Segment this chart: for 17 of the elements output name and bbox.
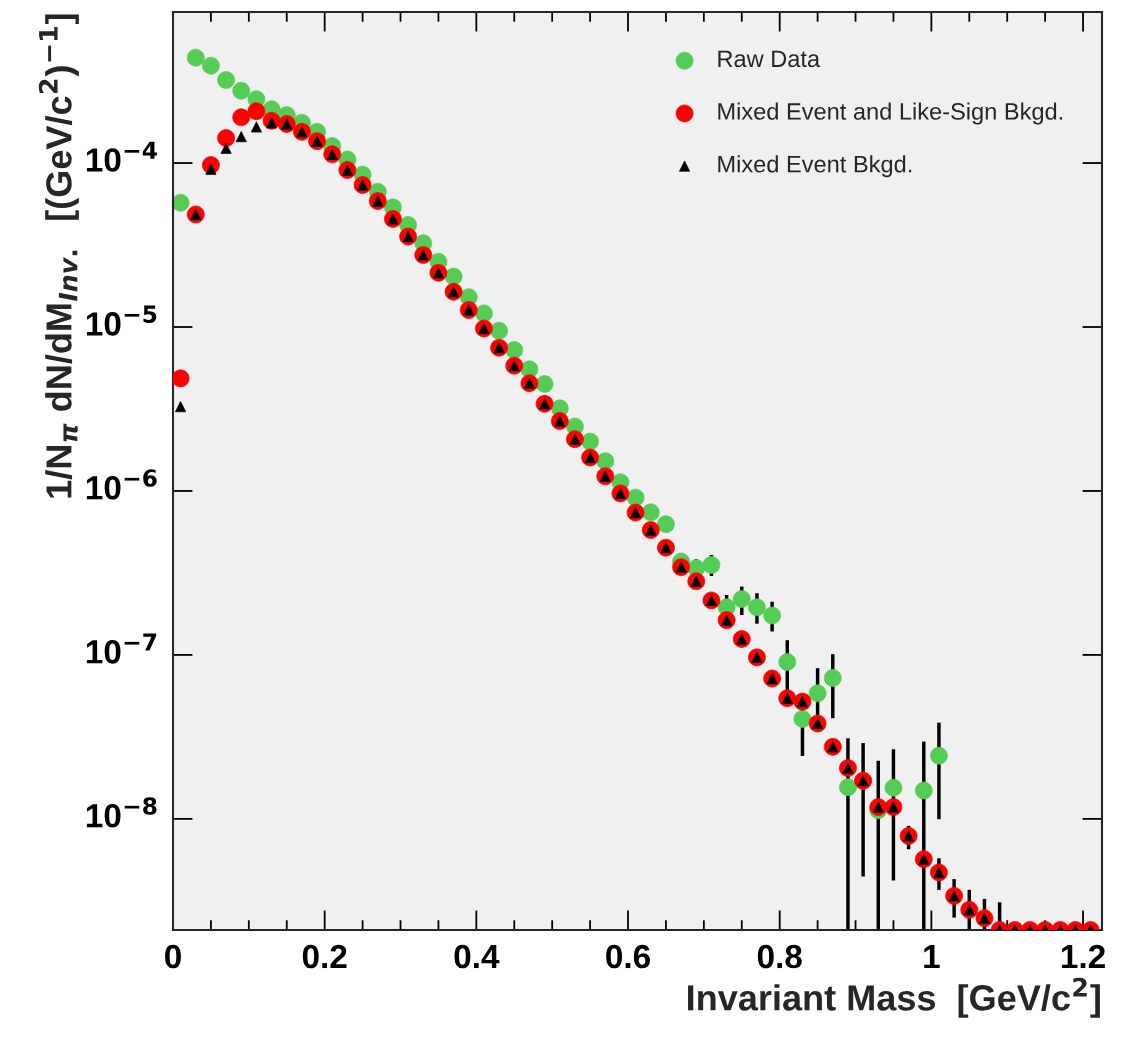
text: 1/N$_{π}$ dN/dM$_{Inv.}$ [(GeV/c$^{2}$)$^{−1}$]	[38, 14, 79, 498]
x-tick-label: 0.4	[454, 944, 500, 969]
y-tick-label: 10$^{−4}$	[86, 141, 157, 172]
legend-label: Mixed Event Bkgd.	[718, 155, 912, 178]
legend-label: Mixed Event and Like-Sign Bkgd.	[718, 102, 1063, 125]
y-tick-label: 10$^{−8}$	[86, 797, 157, 828]
x-tick-label: 1	[924, 945, 940, 969]
x-tick-label: 0.2	[302, 944, 347, 969]
legend-label: Raw Data	[718, 50, 821, 68]
y-tick-label: 10$^{−5}$	[86, 305, 157, 336]
x-axis-title: Invariant Mass [GeV/c$^{2}$]	[688, 977, 1100, 1018]
x-tick-label: 0.6	[606, 944, 650, 969]
x-tick-label: 1.2	[1061, 944, 1105, 969]
x-tick-label: 0	[165, 944, 181, 969]
x-tick-label: 0.8	[757, 944, 802, 969]
y-tick-label: 10$^{−7}$	[86, 633, 157, 664]
y-tick-label: 10$^{−6}$	[86, 469, 157, 500]
